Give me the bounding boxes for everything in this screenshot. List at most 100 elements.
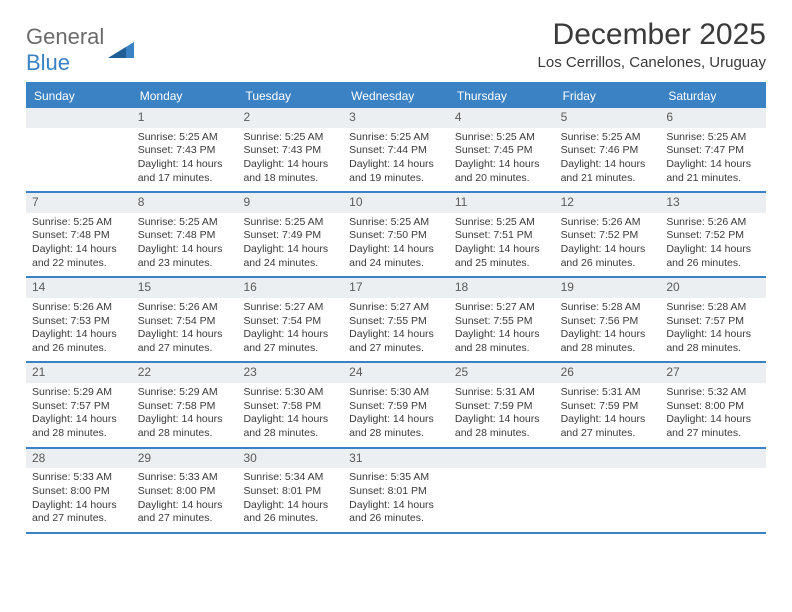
day-body: Sunrise: 5:30 AMSunset: 7:58 PMDaylight:… [237, 383, 343, 447]
day-cell: 2Sunrise: 5:25 AMSunset: 7:43 PMDaylight… [237, 108, 343, 191]
day-body: Sunrise: 5:29 AMSunset: 7:57 PMDaylight:… [26, 383, 132, 447]
day-number [555, 449, 661, 469]
day-number: 16 [237, 278, 343, 298]
day-body: Sunrise: 5:25 AMSunset: 7:51 PMDaylight:… [449, 213, 555, 277]
day-body: Sunrise: 5:26 AMSunset: 7:52 PMDaylight:… [555, 213, 661, 277]
sunrise-text: Sunrise: 5:27 AM [243, 301, 337, 315]
sunset-text: Sunset: 7:55 PM [455, 315, 549, 329]
day-body: Sunrise: 5:31 AMSunset: 7:59 PMDaylight:… [449, 383, 555, 447]
day-number [660, 449, 766, 469]
sunrise-text: Sunrise: 5:30 AM [349, 386, 443, 400]
day-cell: 20Sunrise: 5:28 AMSunset: 7:57 PMDayligh… [660, 278, 766, 361]
week-row: 21Sunrise: 5:29 AMSunset: 7:57 PMDayligh… [26, 363, 766, 448]
daylight-text-2: and 27 minutes. [138, 512, 232, 526]
daylight-text: Daylight: 14 hours [243, 499, 337, 513]
sunrise-text: Sunrise: 5:25 AM [32, 216, 126, 230]
day-body: Sunrise: 5:30 AMSunset: 7:59 PMDaylight:… [343, 383, 449, 447]
day-cell: 26Sunrise: 5:31 AMSunset: 7:59 PMDayligh… [555, 363, 661, 446]
daylight-text: Daylight: 14 hours [666, 413, 760, 427]
sunset-text: Sunset: 7:58 PM [243, 400, 337, 414]
sunrise-text: Sunrise: 5:25 AM [349, 131, 443, 145]
day-number: 4 [449, 108, 555, 128]
daylight-text-2: and 21 minutes. [666, 172, 760, 186]
week-row: 14Sunrise: 5:26 AMSunset: 7:53 PMDayligh… [26, 278, 766, 363]
sunset-text: Sunset: 7:57 PM [666, 315, 760, 329]
logo-text: General Blue [26, 24, 104, 76]
sunset-text: Sunset: 7:48 PM [138, 229, 232, 243]
day-cell: 25Sunrise: 5:31 AMSunset: 7:59 PMDayligh… [449, 363, 555, 446]
sunrise-text: Sunrise: 5:34 AM [243, 471, 337, 485]
daylight-text: Daylight: 14 hours [32, 243, 126, 257]
day-cell: 5Sunrise: 5:25 AMSunset: 7:46 PMDaylight… [555, 108, 661, 191]
daylight-text-2: and 28 minutes. [561, 342, 655, 356]
sunset-text: Sunset: 7:50 PM [349, 229, 443, 243]
day-body: Sunrise: 5:25 AMSunset: 7:47 PMDaylight:… [660, 128, 766, 192]
dow-tuesday: Tuesday [237, 84, 343, 108]
dow-thursday: Thursday [449, 84, 555, 108]
daylight-text: Daylight: 14 hours [666, 158, 760, 172]
sunset-text: Sunset: 7:59 PM [455, 400, 549, 414]
day-number [26, 108, 132, 128]
day-cell: 21Sunrise: 5:29 AMSunset: 7:57 PMDayligh… [26, 363, 132, 446]
day-body: Sunrise: 5:25 AMSunset: 7:48 PMDaylight:… [26, 213, 132, 277]
daylight-text: Daylight: 14 hours [561, 328, 655, 342]
week-row: 1Sunrise: 5:25 AMSunset: 7:43 PMDaylight… [26, 108, 766, 193]
day-number: 24 [343, 363, 449, 383]
sunrise-text: Sunrise: 5:29 AM [138, 386, 232, 400]
day-cell: 19Sunrise: 5:28 AMSunset: 7:56 PMDayligh… [555, 278, 661, 361]
day-body: Sunrise: 5:35 AMSunset: 8:01 PMDaylight:… [343, 468, 449, 532]
sunset-text: Sunset: 7:53 PM [32, 315, 126, 329]
sunset-text: Sunset: 7:54 PM [243, 315, 337, 329]
sunrise-text: Sunrise: 5:26 AM [666, 216, 760, 230]
day-cell: 30Sunrise: 5:34 AMSunset: 8:01 PMDayligh… [237, 449, 343, 532]
day-body: Sunrise: 5:25 AMSunset: 7:48 PMDaylight:… [132, 213, 238, 277]
daylight-text: Daylight: 14 hours [349, 158, 443, 172]
day-number: 6 [660, 108, 766, 128]
daylight-text-2: and 24 minutes. [243, 257, 337, 271]
day-number: 19 [555, 278, 661, 298]
page-title: December 2025 [538, 18, 766, 52]
sunrise-text: Sunrise: 5:25 AM [455, 131, 549, 145]
sunrise-text: Sunrise: 5:31 AM [561, 386, 655, 400]
daylight-text: Daylight: 14 hours [138, 243, 232, 257]
daylight-text-2: and 17 minutes. [138, 172, 232, 186]
daylight-text-2: and 27 minutes. [349, 342, 443, 356]
day-body: Sunrise: 5:25 AMSunset: 7:44 PMDaylight:… [343, 128, 449, 192]
daylight-text: Daylight: 14 hours [561, 243, 655, 257]
daylight-text: Daylight: 14 hours [455, 413, 549, 427]
daylight-text: Daylight: 14 hours [455, 158, 549, 172]
day-number: 13 [660, 193, 766, 213]
day-cell: 12Sunrise: 5:26 AMSunset: 7:52 PMDayligh… [555, 193, 661, 276]
day-number: 26 [555, 363, 661, 383]
day-number: 10 [343, 193, 449, 213]
daylight-text: Daylight: 14 hours [243, 413, 337, 427]
sunset-text: Sunset: 8:00 PM [666, 400, 760, 414]
sunset-text: Sunset: 8:00 PM [138, 485, 232, 499]
daylight-text-2: and 26 minutes. [243, 512, 337, 526]
sunrise-text: Sunrise: 5:26 AM [138, 301, 232, 315]
day-number: 8 [132, 193, 238, 213]
daylight-text: Daylight: 14 hours [349, 499, 443, 513]
daylight-text: Daylight: 14 hours [138, 413, 232, 427]
day-cell: 15Sunrise: 5:26 AMSunset: 7:54 PMDayligh… [132, 278, 238, 361]
daylight-text-2: and 28 minutes. [138, 427, 232, 441]
sunrise-text: Sunrise: 5:27 AM [455, 301, 549, 315]
sunset-text: Sunset: 7:59 PM [561, 400, 655, 414]
daylight-text: Daylight: 14 hours [32, 499, 126, 513]
sunset-text: Sunset: 7:52 PM [561, 229, 655, 243]
day-number: 27 [660, 363, 766, 383]
day-cell: 4Sunrise: 5:25 AMSunset: 7:45 PMDaylight… [449, 108, 555, 191]
day-cell [26, 108, 132, 191]
sunrise-text: Sunrise: 5:25 AM [138, 131, 232, 145]
sunrise-text: Sunrise: 5:25 AM [243, 131, 337, 145]
day-number: 11 [449, 193, 555, 213]
day-cell: 7Sunrise: 5:25 AMSunset: 7:48 PMDaylight… [26, 193, 132, 276]
day-cell: 11Sunrise: 5:25 AMSunset: 7:51 PMDayligh… [449, 193, 555, 276]
day-cell: 22Sunrise: 5:29 AMSunset: 7:58 PMDayligh… [132, 363, 238, 446]
day-cell: 10Sunrise: 5:25 AMSunset: 7:50 PMDayligh… [343, 193, 449, 276]
daylight-text-2: and 18 minutes. [243, 172, 337, 186]
day-cell: 18Sunrise: 5:27 AMSunset: 7:55 PMDayligh… [449, 278, 555, 361]
sunrise-text: Sunrise: 5:26 AM [561, 216, 655, 230]
day-number: 20 [660, 278, 766, 298]
week-row: 7Sunrise: 5:25 AMSunset: 7:48 PMDaylight… [26, 193, 766, 278]
